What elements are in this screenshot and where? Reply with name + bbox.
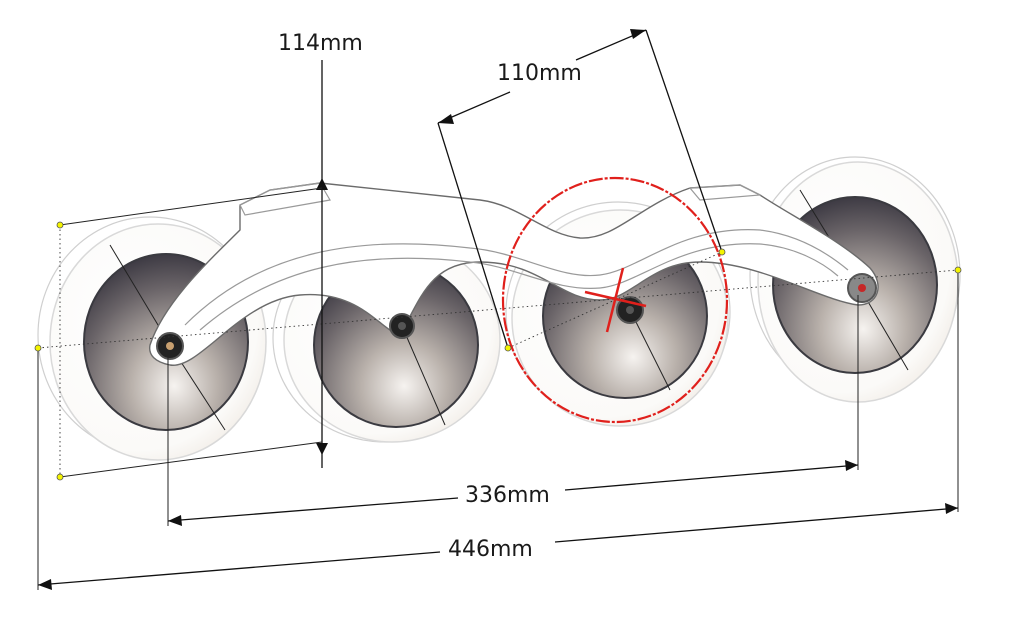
dimension-446-label: 446mm — [448, 537, 533, 562]
frame — [148, 182, 879, 366]
highlight-wheel-circle — [501, 176, 729, 424]
dimension-110-label: 110mm — [497, 61, 582, 86]
dimension-114-label: 114mm — [278, 31, 363, 56]
dimension-336-label: 336mm — [465, 483, 550, 508]
dimension-446: 446mm — [34, 266, 962, 590]
dimension-336: 336mm — [167, 295, 859, 526]
dimension-114: 114mm — [56, 31, 363, 481]
frame-body — [148, 182, 879, 366]
axle-bolts — [156, 273, 877, 360]
dimension-110: 110mm — [437, 29, 726, 352]
